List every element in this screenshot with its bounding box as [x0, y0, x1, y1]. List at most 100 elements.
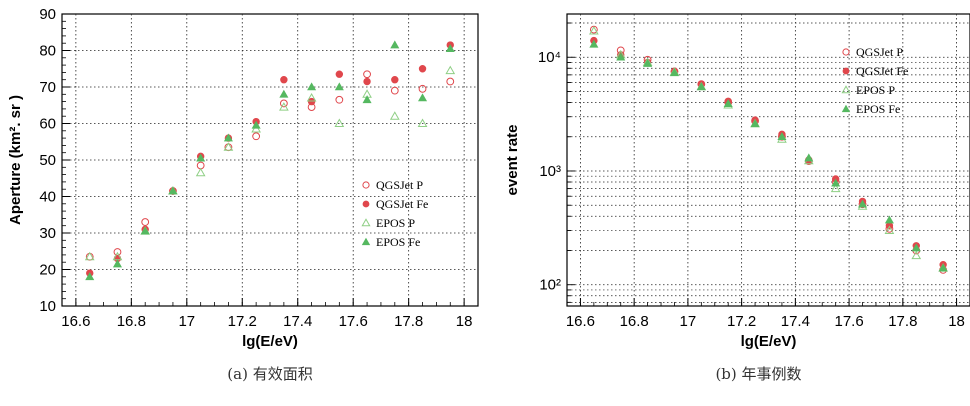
x-tick-label: 17.8 [394, 313, 423, 330]
data-point [223, 142, 234, 151]
legend-marker [842, 48, 850, 56]
data-point [804, 153, 814, 162]
legend-marker [362, 181, 370, 189]
y-tick-label: 10³ [539, 163, 561, 180]
legend-marker [841, 85, 851, 94]
data-point [334, 82, 344, 91]
x-tick-label: 17.6 [834, 313, 863, 330]
data-point [445, 65, 456, 75]
figure-caption: (a) 有效面积 [227, 365, 312, 383]
data-point [195, 167, 206, 177]
legend-marker [361, 237, 371, 246]
data-point [112, 259, 122, 268]
y-tick-label: 20 [39, 262, 56, 279]
data-point [85, 272, 95, 281]
data-point [938, 263, 948, 272]
data-point [777, 132, 787, 141]
y-tick-label: 10⁴ [538, 49, 561, 66]
legend-marker [842, 67, 850, 75]
data-point [307, 82, 317, 91]
legend-marker [362, 200, 370, 208]
x-tick-label: 17.4 [283, 313, 312, 330]
data-point [911, 243, 921, 252]
legend-label: QGSJet Fe [376, 197, 428, 211]
y-tick-label: 70 [39, 79, 56, 96]
x-tick-label: 17.2 [228, 313, 257, 330]
x-tick-label: 17.8 [888, 313, 917, 330]
x-tick-label: 16.6 [566, 313, 595, 330]
data-point [363, 70, 371, 79]
y-tick-label: 50 [39, 152, 56, 169]
data-point [589, 26, 599, 35]
data-point [390, 40, 400, 49]
y-tick-label: 10² [539, 277, 561, 294]
data-point [417, 118, 428, 127]
legend-label: EPOS P [856, 83, 895, 97]
data-point [168, 186, 178, 195]
y-axis-label: event rate [504, 125, 521, 196]
data-point [140, 226, 150, 235]
figure-caption: (b) 年事例数 [715, 365, 801, 383]
data-point [643, 58, 653, 67]
x-tick-label: 16.6 [61, 313, 90, 330]
data-point [389, 111, 400, 120]
y-tick-label: 60 [39, 116, 56, 133]
legend-label: EPOS Fe [376, 235, 420, 249]
data-point [446, 77, 455, 86]
legend-marker [841, 104, 851, 113]
legend-label: EPOS P [376, 216, 415, 230]
data-point [335, 95, 344, 104]
data-point [280, 75, 288, 84]
data-point [884, 215, 894, 224]
data-point [391, 75, 399, 84]
data-point [750, 119, 760, 128]
data-point [669, 68, 679, 77]
data-point [362, 95, 372, 104]
plot-frame [566, 13, 970, 307]
x-tick-label: 17 [178, 313, 195, 330]
legend-label: QGSJet P [376, 178, 423, 192]
data-point [390, 86, 399, 95]
data-point [306, 92, 317, 102]
legend-marker [361, 218, 371, 227]
chart-event-rate: 16.6 16.8 17 17.2 17.4 17.6 17.8 18 10² 10³ 10⁴ lg(… [504, 13, 970, 383]
data-point [252, 132, 261, 141]
data-point [279, 89, 289, 98]
data-point [141, 218, 150, 226]
data-point [418, 93, 428, 102]
x-axis-label: lg(E/eV) [741, 333, 797, 350]
data-point [279, 102, 289, 111]
data-point [223, 133, 233, 142]
data-point [84, 251, 95, 261]
data-point [334, 118, 345, 127]
data-point [858, 199, 868, 208]
data-point [251, 120, 261, 129]
legend-label: QGSJet Fe [856, 64, 908, 78]
x-tick-label: 17.4 [781, 313, 810, 330]
data-point [418, 65, 427, 73]
y-tick-label: 80 [39, 43, 56, 60]
data-point [445, 44, 455, 52]
data-point [279, 99, 288, 108]
y-tick-label: 40 [39, 189, 56, 206]
legend-label: EPOS Fe [856, 102, 900, 116]
y-axis-label: Aperture (km². sr ) [7, 95, 24, 225]
x-tick-label: 17.6 [339, 313, 368, 330]
x-tick-label: 18 [948, 313, 965, 330]
x-tick-label: 16.8 [117, 313, 146, 330]
data-point [831, 178, 841, 187]
data-point [307, 97, 316, 106]
data-point [196, 153, 206, 162]
data-point [418, 84, 427, 93]
data-point [723, 99, 733, 108]
chart-aperture: 16.6 16.8 17 17.2 17.4 17.6 17.8 18 10 20 30 40 50 60… [7, 6, 479, 383]
data-point [335, 70, 344, 78]
data-point [696, 82, 706, 91]
data-point [363, 77, 371, 86]
x-tick-label: 18 [456, 313, 473, 330]
legend-label: QGSJet P [856, 45, 903, 59]
data-point [616, 52, 626, 61]
x-tick-label: 16.8 [620, 313, 649, 330]
x-axis-label: lg(E/eV) [242, 333, 298, 350]
